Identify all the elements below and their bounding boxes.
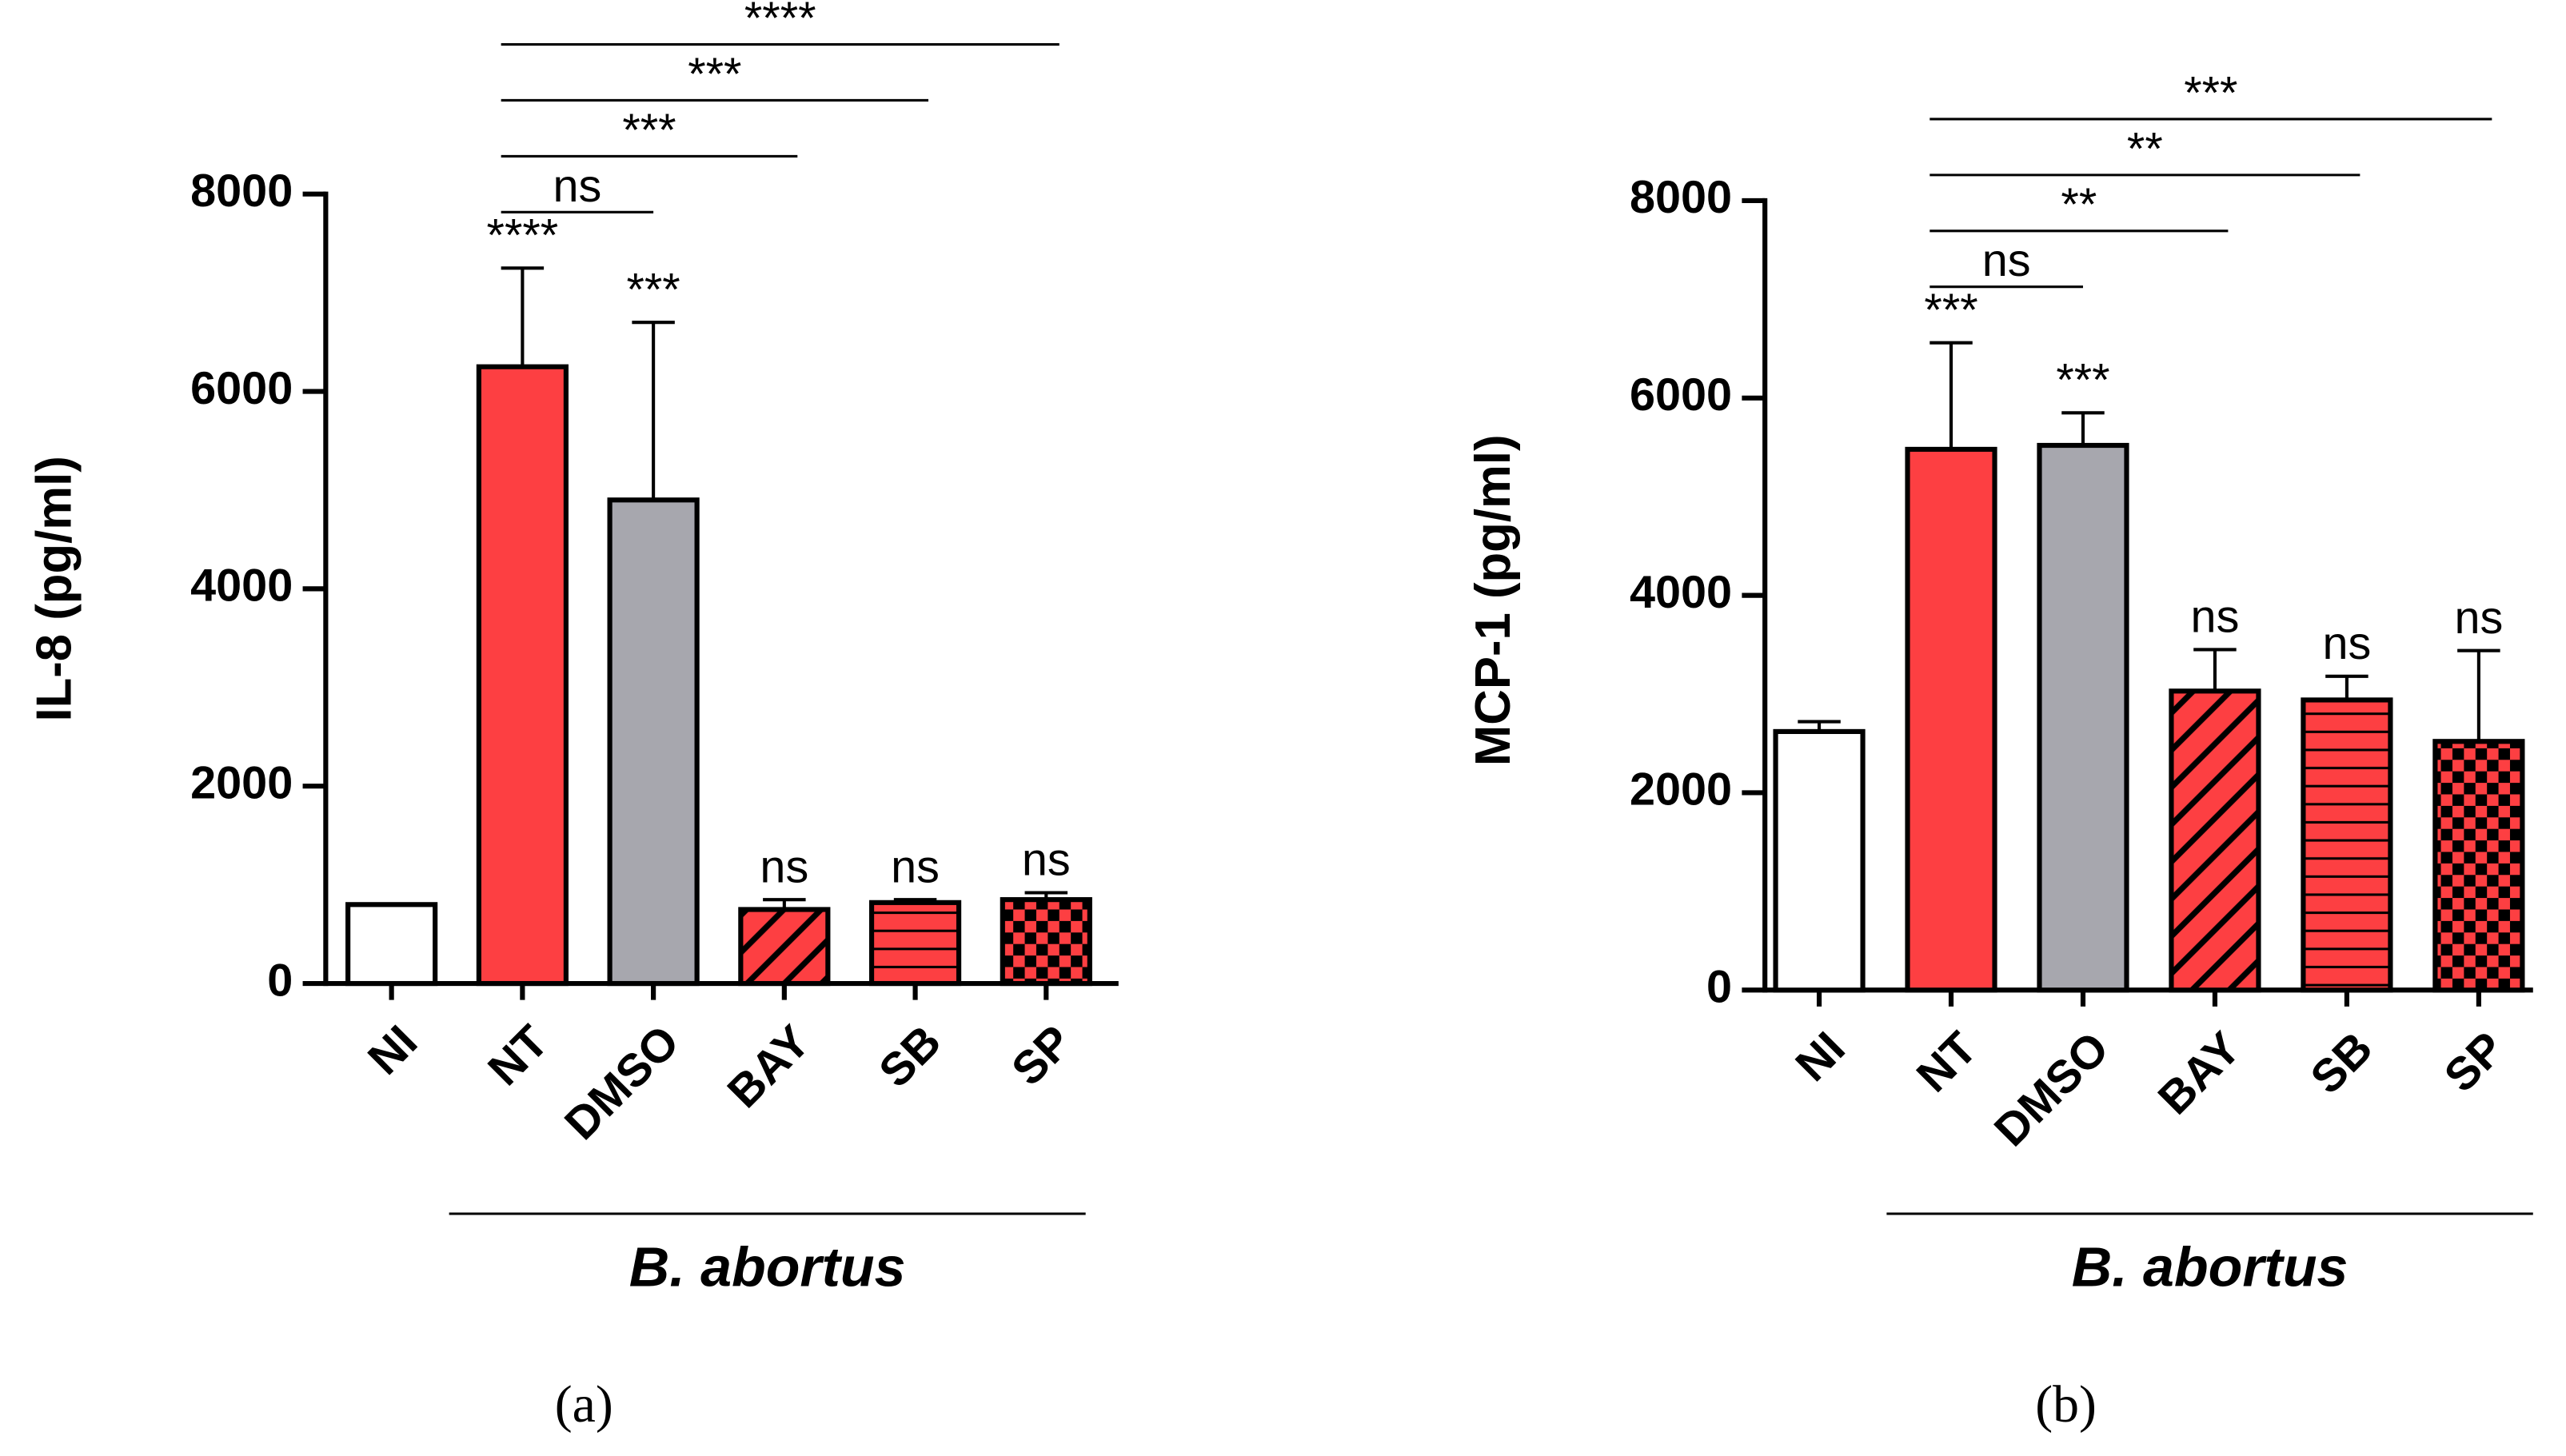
comparison-label: *** [688, 49, 741, 100]
x-tick-label: SP [1002, 1016, 1082, 1096]
bar [868, 900, 962, 987]
comparison-label: *** [622, 105, 676, 156]
x-tick-label: SB [2301, 1023, 2383, 1104]
error-bar [2061, 411, 2105, 446]
error-bar [2193, 648, 2237, 692]
comparison-label: *** [2184, 67, 2237, 118]
error-bar [501, 266, 545, 367]
significance-label: **** [487, 209, 559, 261]
y-axis-label: MCP-1 (pg/ml) [1466, 434, 1521, 766]
y-tick-label: 2000 [190, 757, 293, 808]
y-axis-label: IL-8 (pg/ml) [26, 456, 82, 721]
panel-label: (a) [555, 1375, 613, 1434]
error-bar [2325, 674, 2368, 700]
significance-label: ns [760, 841, 808, 892]
x-tick-label: NI [358, 1016, 427, 1085]
y-tick-label: 4000 [190, 560, 293, 612]
error-bar [1024, 891, 1068, 900]
x-tick-label: BAY [2149, 1023, 2250, 1124]
comparison-label: ** [2061, 179, 2097, 230]
x-tick-label: NI [1786, 1023, 1855, 1091]
x-tick-label: NT [1907, 1023, 1987, 1103]
bar [2037, 442, 2129, 993]
y-tick-label: 6000 [1630, 369, 1732, 421]
bar [1905, 446, 1997, 993]
significance-label: ns [1022, 835, 1071, 886]
x-tick-label: SB [869, 1016, 951, 1098]
bar [1773, 728, 1866, 993]
significance-label: *** [626, 264, 680, 315]
panel-label: (b) [2035, 1375, 2097, 1434]
significance-label: ns [2323, 618, 2372, 669]
y-tick-label: 0 [1706, 961, 1732, 1012]
significance-label: ns [2191, 592, 2240, 643]
significance-label: *** [2056, 354, 2109, 405]
error-bar [893, 898, 937, 903]
significance-label: ns [2454, 592, 2503, 644]
comparison-label: ns [1982, 235, 2031, 286]
group-label: B. abortus [2072, 1235, 2349, 1298]
group-label: B. abortus [629, 1235, 906, 1298]
comparison-label: ** [2127, 123, 2163, 174]
bar [738, 907, 831, 987]
x-tick-label: BAY [718, 1016, 820, 1118]
bar [476, 364, 569, 987]
x-tick-label: SP [2435, 1023, 2515, 1103]
error-bar [632, 321, 675, 501]
x-tick-label: DMSO [555, 1016, 688, 1150]
bar [607, 497, 700, 987]
y-tick-label: 8000 [1630, 172, 1732, 223]
y-tick-label: 2000 [1630, 764, 1732, 816]
error-bar [2457, 648, 2500, 742]
error-bar [1798, 720, 1841, 732]
y-tick-label: 4000 [1630, 567, 1732, 618]
comparison-label: **** [744, 0, 816, 44]
y-tick-label: 6000 [190, 363, 293, 414]
x-tick-label: DMSO [1985, 1023, 2118, 1156]
significance-label: *** [1924, 285, 1977, 336]
y-tick-label: 8000 [190, 166, 293, 217]
error-bar [763, 898, 806, 910]
comparison-label: ns [553, 161, 601, 212]
bar [1000, 897, 1092, 987]
bar [2301, 697, 2393, 993]
x-tick-label: NT [478, 1016, 558, 1096]
bar [2169, 688, 2261, 993]
bar [345, 902, 438, 987]
bar [2432, 739, 2525, 993]
significance-label: ns [891, 841, 940, 892]
y-tick-label: 0 [267, 955, 293, 1006]
error-bar [1929, 341, 1973, 449]
